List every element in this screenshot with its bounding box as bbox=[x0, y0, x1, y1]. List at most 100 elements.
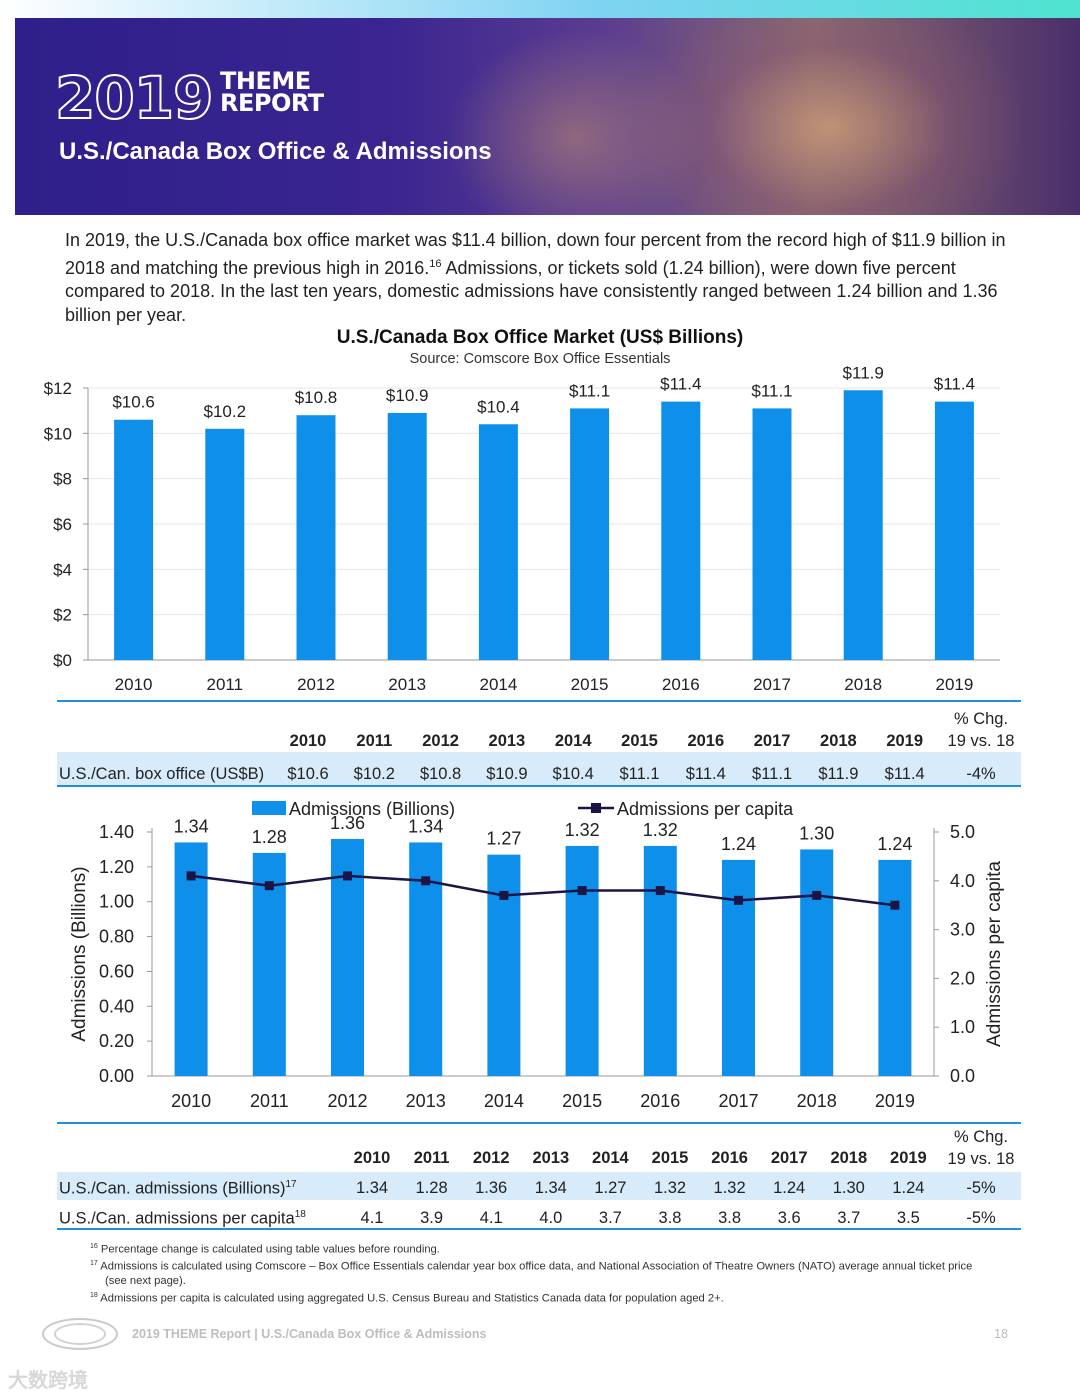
footer-text: 2019 THEME Report | U.S./Canada Box Offi… bbox=[132, 1327, 487, 1341]
intro-footnote-ref: 16 bbox=[429, 257, 442, 270]
per-capita-marker bbox=[655, 886, 665, 896]
table-cell: 3.9 bbox=[420, 1209, 444, 1227]
table-cell: 3.8 bbox=[658, 1209, 682, 1227]
per-capita-marker bbox=[186, 871, 196, 881]
per-capita-marker bbox=[734, 895, 743, 905]
logo-word-line1: THEME bbox=[220, 67, 311, 95]
footnote-number: 16 bbox=[90, 1243, 98, 1250]
year-header: 2016 bbox=[711, 1149, 748, 1167]
table-cell: 3.7 bbox=[598, 1209, 622, 1227]
table-row bbox=[57, 1172, 1021, 1200]
per-capita-marker bbox=[264, 881, 274, 891]
table-cell: 3.5 bbox=[896, 1209, 920, 1227]
table-cell: 1.28 bbox=[415, 1179, 448, 1197]
year-header: 2019 bbox=[890, 1149, 927, 1167]
y-tick-label: 1.00 bbox=[99, 892, 134, 912]
table-row bbox=[57, 752, 1021, 785]
bar bbox=[643, 845, 677, 1076]
chart1-title: U.S./Canada Box Office Market (US$ Billi… bbox=[336, 327, 744, 348]
year-header: 2013 bbox=[488, 732, 526, 750]
year-header: 2011 bbox=[356, 732, 393, 750]
x-tick-label: 2014 bbox=[479, 675, 517, 694]
table-cell: $11.4 bbox=[685, 765, 726, 783]
data-label: 1.34 bbox=[174, 816, 209, 836]
per-capita-line bbox=[190, 874, 896, 907]
x-tick-label: 2015 bbox=[571, 675, 609, 694]
pct-header-line1: % Chg. bbox=[953, 710, 1009, 728]
banner-photo-highlight-2 bbox=[445, 28, 705, 215]
table-cell: $10.9 bbox=[486, 765, 528, 783]
per-capita-marker bbox=[343, 871, 352, 881]
row-footnote-ref: 17 bbox=[285, 1179, 297, 1190]
table-cell: 1.32 bbox=[713, 1179, 746, 1197]
table-cell: 1.24 bbox=[773, 1179, 806, 1197]
data-label: $10.8 bbox=[295, 388, 338, 407]
data-label: 1.28 bbox=[252, 827, 287, 847]
data-label: 1.30 bbox=[799, 823, 834, 843]
pct-value: -5% bbox=[966, 1179, 996, 1197]
admissions-table: % Chg. 19 vs. 18 2010 2011 2012 2013 2014 201… bbox=[57, 1122, 1021, 1232]
data-label: $11.1 bbox=[569, 381, 610, 400]
year-header: 2014 bbox=[592, 1149, 629, 1167]
pct-header-line1: % Chg. bbox=[953, 1128, 1009, 1146]
year-header: 2010 bbox=[353, 1149, 391, 1167]
y-tick-label: $10 bbox=[44, 424, 72, 443]
table-cell: $11.1 bbox=[752, 765, 793, 783]
page-title: U.S./Canada Box Office & Admissions bbox=[59, 138, 492, 165]
bar bbox=[205, 428, 245, 660]
y-tick-label: $0 bbox=[53, 651, 72, 670]
year-header: 2017 bbox=[753, 732, 791, 750]
year-header: 2012 bbox=[422, 732, 459, 750]
y-tick-label: $8 bbox=[53, 470, 72, 489]
year-header: 2019 bbox=[886, 732, 924, 750]
x-tick-label: 2012 bbox=[297, 675, 335, 694]
pct-value: -4% bbox=[966, 765, 996, 783]
table-cell: $11.1 bbox=[619, 765, 660, 783]
row-label-text: U.S./Can. admissions per capita bbox=[59, 1209, 295, 1228]
bar bbox=[878, 859, 912, 1076]
bar bbox=[843, 390, 883, 660]
per-capita-marker bbox=[890, 900, 900, 910]
y2-tick-label: 1.0 bbox=[950, 1017, 975, 1037]
table-cell: $10.2 bbox=[353, 765, 395, 783]
table-bottom-rule bbox=[57, 1228, 1021, 1230]
x-tick-label: 2018 bbox=[797, 1091, 837, 1111]
pct-header-line2: 19 vs. 18 bbox=[947, 732, 1015, 750]
bar bbox=[934, 401, 974, 660]
x-tick-label: 2016 bbox=[640, 1091, 680, 1111]
table-cell: 4.1 bbox=[360, 1209, 384, 1227]
y-tick-label: $2 bbox=[53, 606, 72, 625]
x-tick-label: 2017 bbox=[718, 1091, 758, 1111]
table-cell: 3.6 bbox=[777, 1209, 801, 1227]
x-tick-label: 2013 bbox=[406, 1091, 446, 1111]
row-label: U.S./Can. admissions per capita18 bbox=[59, 1209, 306, 1229]
data-label: 1.36 bbox=[330, 813, 365, 833]
y2-tick-label: 5.0 bbox=[950, 822, 975, 842]
footnote-number: 17 bbox=[90, 1260, 98, 1268]
table-cell: 3.7 bbox=[837, 1209, 861, 1227]
table-cell: 1.32 bbox=[653, 1179, 687, 1197]
bar bbox=[722, 859, 755, 1076]
legend-bar-swatch bbox=[252, 801, 286, 815]
table-cell: 1.27 bbox=[594, 1179, 627, 1197]
intro-part1: In 2019, the U.S./Canada box office mark… bbox=[65, 230, 1006, 278]
legend-line-label: Admissions per capita bbox=[617, 799, 794, 819]
x-tick-label: 2011 bbox=[250, 1091, 289, 1111]
row-label-text: U.S./Can. admissions (Billions) bbox=[59, 1179, 286, 1198]
data-label: 1.32 bbox=[565, 820, 600, 840]
y-tick-label: $4 bbox=[53, 560, 72, 579]
year-header: 2016 bbox=[687, 732, 725, 750]
data-label: $11.4 bbox=[660, 375, 701, 394]
per-capita-marker bbox=[499, 890, 509, 900]
pct-header-line2: 19 vs. 18 bbox=[947, 1150, 1015, 1168]
bar bbox=[296, 415, 336, 660]
year-header: 2015 bbox=[621, 732, 658, 750]
box-office-table: % Chg. 19 vs. 18 U.S./Can. box office (U… bbox=[57, 700, 1021, 790]
data-label: 1.24 bbox=[721, 834, 756, 854]
y-tick-label: 0.80 bbox=[99, 927, 134, 947]
row-footnote-ref: 18 bbox=[294, 1209, 306, 1220]
bar bbox=[570, 408, 610, 660]
y2-tick-label: 2.0 bbox=[950, 968, 975, 988]
year-header: 2015 bbox=[651, 1149, 689, 1167]
table-cell: $10.4 bbox=[552, 765, 594, 783]
